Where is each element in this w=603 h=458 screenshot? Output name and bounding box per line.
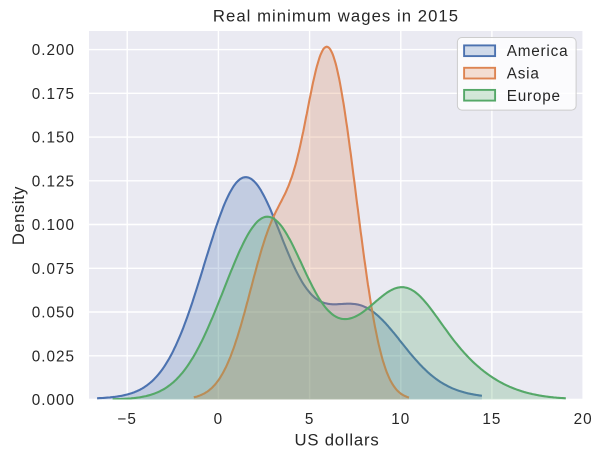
svg-text:0.150: 0.150: [32, 130, 75, 147]
svg-text:0: 0: [214, 411, 224, 428]
svg-text:US dollars: US dollars: [295, 431, 380, 450]
svg-text:−5: −5: [117, 411, 136, 428]
svg-text:Asia: Asia: [507, 66, 540, 83]
svg-text:5: 5: [305, 411, 315, 428]
svg-text:10: 10: [391, 411, 410, 428]
svg-text:0.125: 0.125: [32, 173, 75, 190]
svg-text:0.175: 0.175: [32, 86, 75, 103]
svg-text:0.025: 0.025: [32, 348, 75, 365]
svg-text:0.100: 0.100: [32, 217, 75, 234]
svg-text:20: 20: [574, 411, 593, 428]
svg-text:0.075: 0.075: [32, 261, 75, 278]
svg-text:Europe: Europe: [507, 88, 561, 105]
svg-text:Density: Density: [9, 186, 28, 245]
svg-text:0.000: 0.000: [32, 392, 75, 409]
svg-text:15: 15: [482, 411, 501, 428]
svg-text:America: America: [507, 43, 569, 60]
svg-text:0.050: 0.050: [32, 305, 75, 322]
svg-text:0.200: 0.200: [32, 42, 75, 59]
svg-text:Real minimum wages in 2015: Real minimum wages in 2015: [213, 7, 459, 26]
